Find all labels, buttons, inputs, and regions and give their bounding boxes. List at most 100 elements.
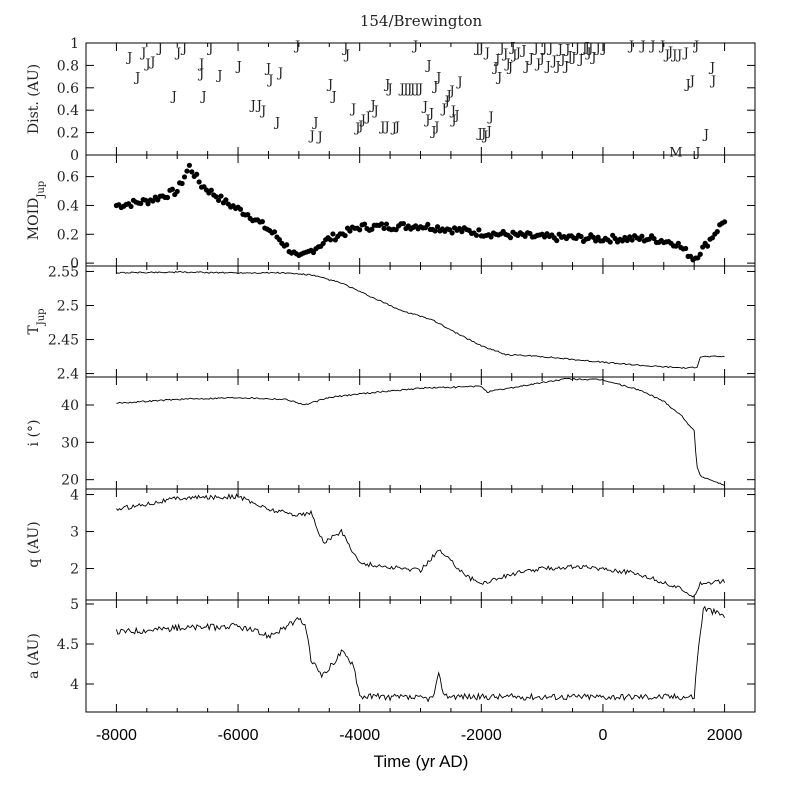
encounter-J: J xyxy=(483,46,490,61)
moid-point xyxy=(259,219,265,225)
moid-point xyxy=(595,234,601,240)
encounter-J: J xyxy=(491,61,498,76)
encounter-J: J xyxy=(405,82,412,97)
encounter-J: J xyxy=(569,50,576,65)
y-axis-label: MOIDJup xyxy=(26,181,47,240)
encounter-J: J xyxy=(401,82,408,97)
encounter-J: J xyxy=(326,77,333,92)
encounter-J: J xyxy=(580,41,587,56)
encounter-J: J xyxy=(371,104,378,119)
panel-moid: 0 0.2 0.4 0.6 MOIDJup xyxy=(26,154,756,272)
moid-point xyxy=(585,235,591,242)
encounter-J: J xyxy=(148,55,155,70)
y-tick-label: 30 xyxy=(61,435,79,451)
moid-point xyxy=(449,230,455,236)
moid-point xyxy=(709,235,716,241)
y-tick-label: 2.55 xyxy=(48,264,79,280)
encounter-J: J xyxy=(540,41,547,56)
encounter-J: J xyxy=(688,74,695,89)
encounter-J: J xyxy=(398,82,405,97)
encounter-J: J xyxy=(481,129,488,144)
y-tick-label: 20 xyxy=(61,473,79,489)
y-axis-label: TJup xyxy=(26,308,47,334)
moid-point xyxy=(347,228,353,234)
moid-point xyxy=(697,251,703,257)
y-tick-label: 0.4 xyxy=(57,103,79,119)
encounter-J: J xyxy=(692,39,699,54)
moid-point xyxy=(181,174,188,180)
encounter-J: J xyxy=(390,121,397,136)
moid-point xyxy=(213,194,219,200)
moid-point xyxy=(208,187,214,193)
y-tick-label: 2.4 xyxy=(57,367,79,383)
encounter-J: J xyxy=(584,46,591,61)
panel-tjup: 2.4 2.45 2.5 2.55 TJup xyxy=(26,264,756,383)
encounter-J: J xyxy=(408,82,415,97)
encounter-J: J xyxy=(546,41,553,56)
encounter-J: J xyxy=(316,130,323,145)
encounter-J: J xyxy=(448,84,455,99)
encounter-J: J xyxy=(383,77,390,92)
x-tick-label: -6000 xyxy=(218,727,259,744)
moid-point xyxy=(128,203,134,210)
moid-point xyxy=(218,193,224,199)
encounter-J: J xyxy=(589,50,596,65)
moid-point xyxy=(186,162,192,168)
y-tick-label: 2.5 xyxy=(57,298,79,314)
y-tick-label: 0 xyxy=(70,148,79,164)
encounter-J: J xyxy=(683,77,690,92)
encounter-J: J xyxy=(455,75,462,90)
encounter-J: J xyxy=(311,115,318,130)
moid-point xyxy=(425,221,431,228)
encounter-J: J xyxy=(423,113,430,128)
encounter-J: J xyxy=(527,52,534,67)
encounter-J: J xyxy=(143,57,150,72)
moid-point xyxy=(473,232,480,238)
moid-point xyxy=(381,225,387,232)
encounter-J: J xyxy=(709,74,716,89)
moid-point xyxy=(476,227,482,233)
moid-point xyxy=(578,233,584,240)
encounter-J: J xyxy=(648,39,655,54)
encounter-J: J xyxy=(495,71,502,86)
encounter-J: J xyxy=(486,110,493,125)
moid-point xyxy=(400,220,407,227)
encounter-J: J xyxy=(586,41,593,56)
encounter-J: J xyxy=(393,120,400,135)
encounter-J: J xyxy=(411,39,418,54)
moid-point xyxy=(639,233,645,239)
moid-point xyxy=(310,249,317,256)
encounter-J: J xyxy=(416,82,423,97)
encounter-J: J xyxy=(431,80,438,95)
moid-point xyxy=(342,232,348,239)
encounter-J: J xyxy=(434,71,441,86)
encounter-J: J xyxy=(593,41,600,56)
y-tick-label: 0.6 xyxy=(57,81,79,97)
encounter-J: J xyxy=(133,71,140,86)
moid-point xyxy=(700,244,706,250)
encounter-J: J xyxy=(364,110,371,125)
moid-point xyxy=(169,186,175,192)
panel-frame xyxy=(85,265,756,378)
a-series-line xyxy=(115,605,725,703)
encounter-J: J xyxy=(508,40,515,55)
moid-point xyxy=(361,221,368,227)
moid-point xyxy=(330,231,336,237)
x-tick-label: 0 xyxy=(599,727,608,744)
moid-point xyxy=(704,243,711,249)
encounter-J: J xyxy=(675,48,682,63)
encounter-J: J xyxy=(583,40,590,55)
moid-point xyxy=(271,229,278,235)
encounter-J: J xyxy=(197,57,204,72)
moid-point xyxy=(179,180,185,187)
encounter-J: J xyxy=(382,120,389,135)
encounter-J: J xyxy=(421,100,428,115)
encounter-J: J xyxy=(427,106,434,121)
y-axis-label: q (AU) xyxy=(26,521,42,567)
encounter-J: J xyxy=(576,53,583,68)
moid-point xyxy=(675,240,681,246)
y-tick-label: 0.8 xyxy=(57,58,79,74)
encounter-J: J xyxy=(538,52,545,67)
